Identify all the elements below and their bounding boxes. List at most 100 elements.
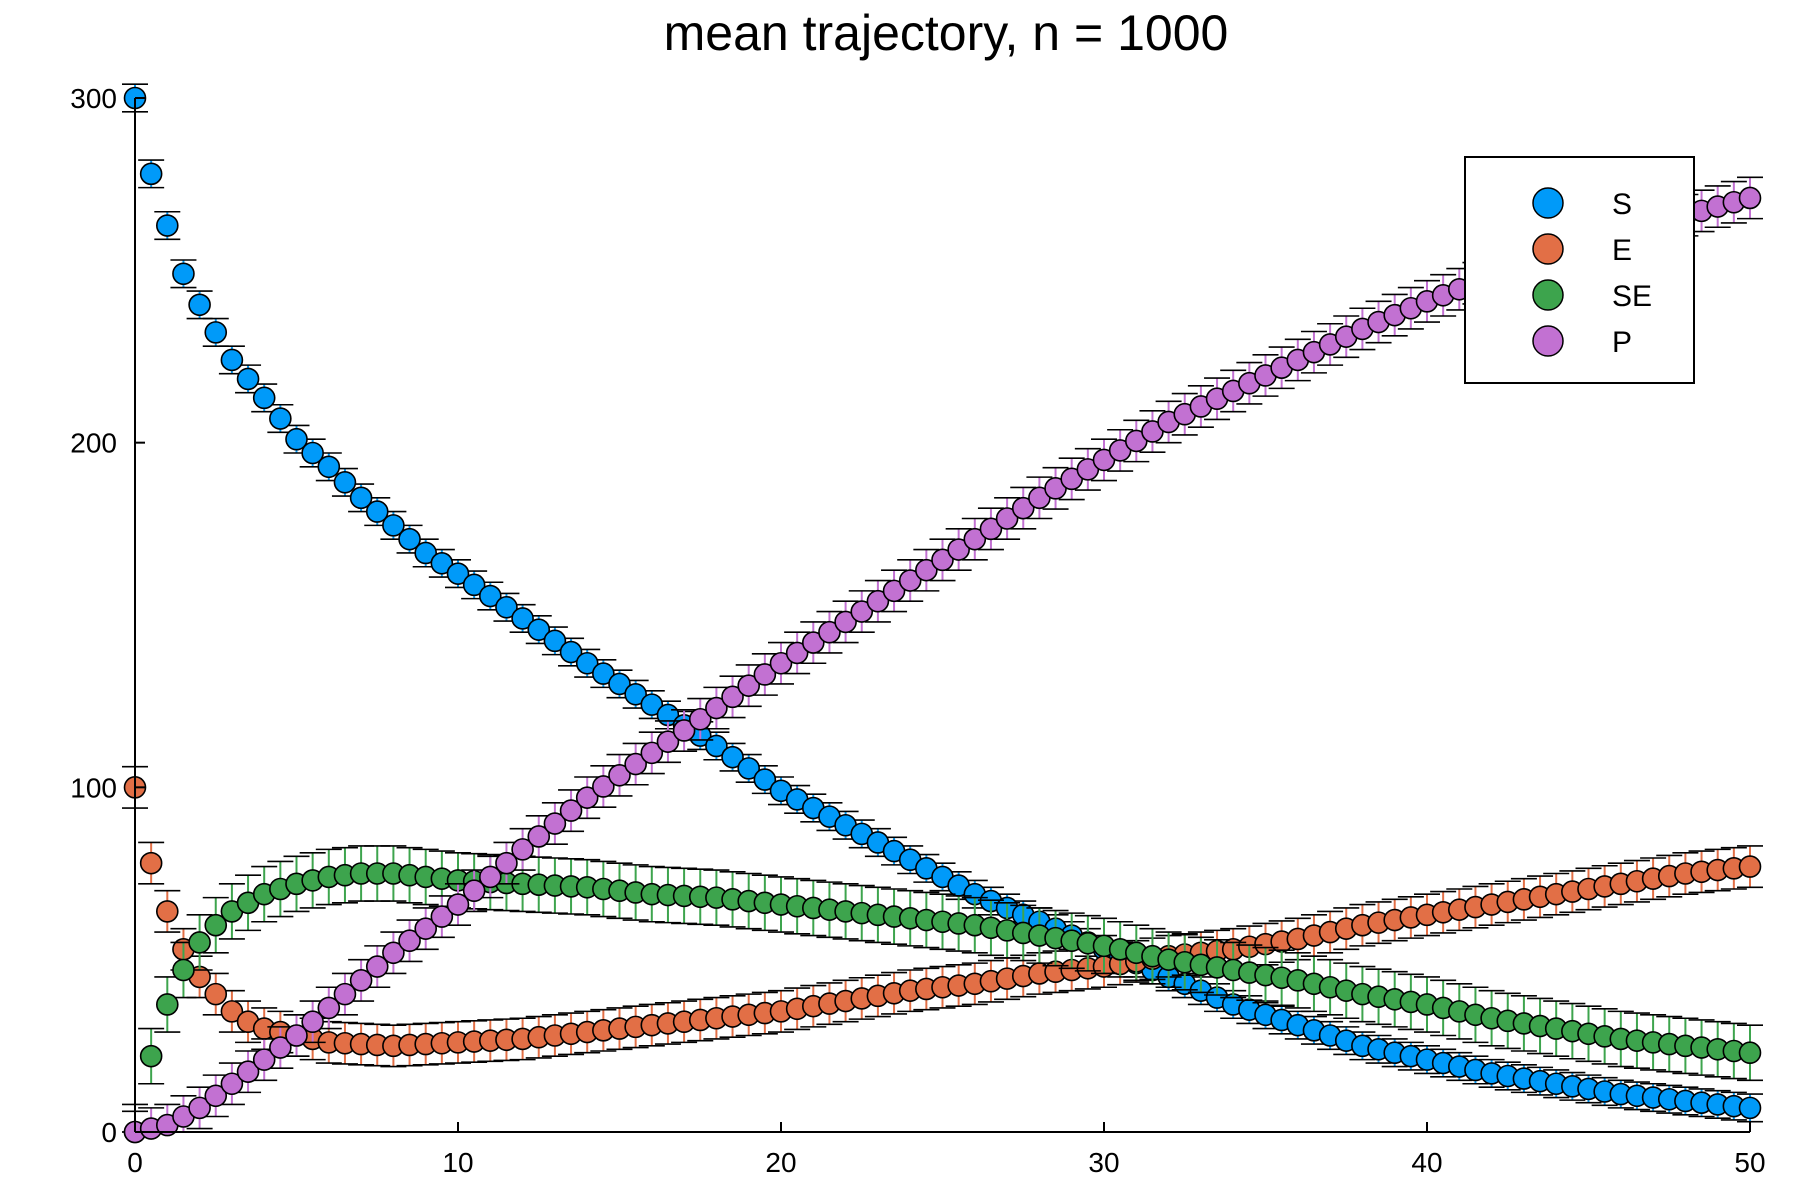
data-point xyxy=(414,917,438,940)
data-point xyxy=(592,662,615,685)
y-tick-label: 0 xyxy=(101,1117,117,1148)
data-point xyxy=(139,851,163,875)
data-point xyxy=(156,900,179,923)
data-point xyxy=(915,558,938,582)
data-point xyxy=(398,527,421,551)
data-point xyxy=(269,1036,292,1059)
data-point xyxy=(365,955,389,978)
legend-label: E xyxy=(1612,234,1632,267)
points xyxy=(123,186,1762,1144)
legend-item-s: S xyxy=(1532,187,1632,221)
data-point xyxy=(931,548,954,572)
data-point xyxy=(511,838,534,861)
data-point xyxy=(688,707,712,731)
y-tick-label: 200 xyxy=(70,428,117,459)
legend-marker xyxy=(1532,233,1564,265)
points xyxy=(123,862,1762,1144)
data-point xyxy=(462,573,486,597)
x-tick-label: 50 xyxy=(1734,1147,1765,1178)
data-point xyxy=(382,941,405,965)
data-point xyxy=(592,775,615,798)
y-tick-label: 300 xyxy=(70,83,117,114)
data-point xyxy=(559,799,583,822)
data-point xyxy=(220,1072,244,1096)
data-point xyxy=(269,407,292,430)
data-point xyxy=(204,913,228,937)
series-se xyxy=(122,845,1763,1144)
data-point xyxy=(801,631,825,654)
data-point xyxy=(478,584,502,608)
data-point xyxy=(559,640,583,664)
data-point xyxy=(446,562,470,585)
data-point xyxy=(365,500,389,523)
data-point xyxy=(349,969,373,992)
legend-marker xyxy=(1532,279,1564,311)
axes xyxy=(134,98,1750,1133)
chart-title: mean trajectory, n = 1000 xyxy=(664,5,1229,61)
legend-marker xyxy=(1532,187,1564,219)
data-point xyxy=(236,1060,260,1083)
data-point xyxy=(850,600,874,623)
legend-item-se: SE xyxy=(1532,279,1652,313)
data-point xyxy=(672,719,696,742)
data-point xyxy=(656,730,680,753)
data-point xyxy=(947,538,970,561)
data-point xyxy=(527,618,551,641)
legend-label: SE xyxy=(1612,280,1652,313)
data-point xyxy=(204,982,228,1006)
data-point xyxy=(430,551,454,575)
data-point xyxy=(624,752,647,776)
data-point xyxy=(511,607,534,630)
data-point xyxy=(317,996,341,1020)
data-point xyxy=(252,386,276,410)
data-point xyxy=(1738,1041,1762,1065)
legend-marker xyxy=(1532,325,1564,357)
x-tick-label: 0 xyxy=(127,1147,143,1178)
data-point xyxy=(204,1084,228,1108)
data-point xyxy=(1738,186,1762,210)
data-point xyxy=(721,745,744,769)
data-point xyxy=(495,595,518,619)
x-tick-label: 20 xyxy=(765,1147,796,1178)
legend-label: P xyxy=(1612,326,1632,359)
data-point xyxy=(382,514,405,537)
points xyxy=(123,86,1762,1120)
data-point xyxy=(285,1024,308,1047)
legend-box xyxy=(1464,156,1695,384)
data-point xyxy=(139,1044,163,1068)
data-point xyxy=(414,541,438,565)
data-point xyxy=(737,757,761,780)
data-point xyxy=(495,851,518,875)
plot-area xyxy=(122,83,1763,1144)
data-point xyxy=(349,486,373,510)
data-point xyxy=(543,812,567,835)
data-point xyxy=(963,527,987,551)
legend-item-e: E xyxy=(1532,233,1632,267)
data-point xyxy=(398,929,421,953)
data-point xyxy=(543,629,567,653)
data-point xyxy=(705,696,728,720)
data-point xyxy=(317,455,341,479)
data-point xyxy=(979,517,1003,541)
x-tick-label: 40 xyxy=(1411,1147,1442,1178)
data-point xyxy=(252,1048,276,1071)
data-point xyxy=(608,763,631,787)
data-point xyxy=(640,741,664,765)
data-point xyxy=(1738,855,1762,878)
legend: SE SE P xyxy=(1464,156,1695,384)
data-point xyxy=(785,641,809,665)
data-point xyxy=(834,610,857,634)
data-point xyxy=(575,651,599,675)
x-tick-label: 30 xyxy=(1088,1147,1119,1178)
data-point xyxy=(301,1010,324,1034)
data-point xyxy=(220,348,244,372)
data-point xyxy=(188,931,211,954)
tick-labels: 0 10 20 30 40 50 0 100 200 300 xyxy=(70,83,1765,1178)
data-point xyxy=(204,321,228,344)
data-point xyxy=(156,214,179,237)
data-point xyxy=(430,905,454,928)
data-point xyxy=(737,674,761,697)
data-point xyxy=(462,879,486,903)
legend-label: S xyxy=(1612,188,1632,221)
data-point xyxy=(139,162,163,186)
